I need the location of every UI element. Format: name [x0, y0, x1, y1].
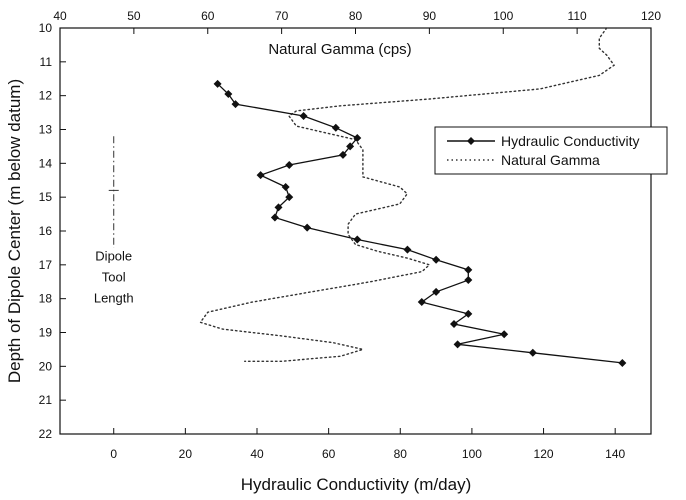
x-axis-top: 40 50 60 70 80 90 100 110 120: [53, 9, 661, 34]
hydraulic-conductivity-point: [346, 142, 355, 151]
hydraulic-conductivity-point: [285, 193, 294, 202]
hydraulic-conductivity-point: [464, 309, 473, 318]
x2-tick-label: 120: [641, 9, 661, 23]
hydraulic-conductivity-point: [213, 79, 222, 88]
x2-tick-label: 90: [423, 9, 437, 23]
legend-label-gamma: Natural Gamma: [501, 152, 600, 168]
x-tick-label: 80: [394, 447, 408, 461]
series-group: [199, 27, 627, 367]
hydraulic-conductivity-point: [338, 150, 347, 159]
dipole-annotation-line: Tool: [102, 269, 126, 284]
hydraulic-conductivity-point: [353, 235, 362, 244]
hydraulic-conductivity-point: [303, 223, 312, 232]
x2-tick-label: 70: [275, 9, 289, 23]
hydraulic-conductivity-point: [353, 133, 362, 142]
x-axis-title: Hydraulic Conductivity (m/day): [241, 475, 472, 494]
hydraulic-conductivity-point: [256, 171, 265, 180]
hydraulic-conductivity-point: [453, 340, 462, 349]
hydraulic-conductivity-point: [224, 89, 233, 98]
x-axis-bottom: 0 20 40 60 80 100 120 140: [110, 428, 626, 461]
hydraulic-conductivity-point: [331, 123, 340, 132]
x-tick-label: 20: [179, 447, 193, 461]
hydraulic-conductivity-point: [274, 203, 283, 212]
series-natural-gamma-line: [199, 27, 616, 362]
hydraulic-conductivity-point: [403, 245, 412, 254]
y-tick-label: 16: [39, 224, 53, 238]
y-tick-label: 17: [39, 258, 53, 272]
hydraulic-conductivity-point: [281, 183, 290, 192]
x2-tick-label: 60: [201, 9, 215, 23]
x-tick-label: 0: [110, 447, 117, 461]
x-tick-label: 120: [534, 447, 554, 461]
y-tick-label: 19: [39, 326, 53, 340]
x2-tick-label: 80: [349, 9, 363, 23]
hydraulic-conductivity-point: [464, 276, 473, 285]
y-tick-label: 14: [39, 156, 53, 170]
legend-label-hydraulic: Hydraulic Conductivity: [501, 133, 640, 149]
hydraulic-conductivity-point: [618, 358, 627, 367]
hydraulic-conductivity-point: [528, 348, 537, 357]
hydraulic-conductivity-point: [270, 213, 279, 222]
x2-tick-label: 100: [493, 9, 513, 23]
legend-box: [434, 126, 668, 175]
y-tick-label: 15: [39, 190, 53, 204]
plot-border: [59, 27, 652, 435]
dipole-annotation: Dipole Tool Length: [94, 136, 134, 305]
hydraulic-conductivity-point: [231, 100, 240, 109]
hydraulic-conductivity-point: [464, 265, 473, 274]
legend-diamond-marker: [467, 137, 475, 145]
x-tick-label: 140: [605, 447, 625, 461]
dipole-annotation-line: Dipole: [95, 248, 132, 263]
x-tick-label: 60: [322, 447, 336, 461]
y-tick-label: 22: [39, 427, 53, 441]
hydraulic-conductivity-point: [450, 320, 458, 329]
hydraulic-conductivity-point: [500, 330, 509, 339]
y-tick-label: 20: [39, 359, 53, 373]
hydraulic-conductivity-point: [299, 111, 308, 120]
x-tick-label: 40: [250, 447, 264, 461]
hydraulic-conductivity-point: [285, 161, 294, 170]
x2-tick-label: 50: [127, 9, 141, 23]
series-hydraulic-conductivity-line: [217, 83, 623, 364]
chart-title: Natural Gamma (cps): [268, 41, 411, 58]
legend: Hydraulic Conductivity Natural Gamma: [434, 126, 668, 175]
hydraulic-conductivity-point: [432, 287, 441, 296]
y-axis: 10 11 12 13 14 15 16 17 18 19 20 21 22: [39, 21, 66, 441]
y-axis-title: Depth of Dipole Center (m below datum): [5, 79, 24, 383]
plot-frame: [59, 27, 652, 435]
x2-tick-label: 110: [568, 9, 587, 23]
y-tick-label: 21: [39, 393, 53, 407]
dipole-annotation-line: Length: [94, 290, 134, 305]
x-tick-label: 100: [462, 447, 482, 461]
x2-tick-label: 40: [53, 9, 67, 23]
y-tick-label: 11: [40, 55, 53, 69]
y-tick-label: 10: [39, 21, 53, 35]
hydraulic-conductivity-point: [417, 298, 426, 307]
y-tick-label: 13: [39, 123, 53, 137]
hydraulic-conductivity-point: [432, 255, 441, 264]
y-tick-label: 12: [39, 89, 53, 103]
y-tick-label: 18: [39, 292, 53, 306]
